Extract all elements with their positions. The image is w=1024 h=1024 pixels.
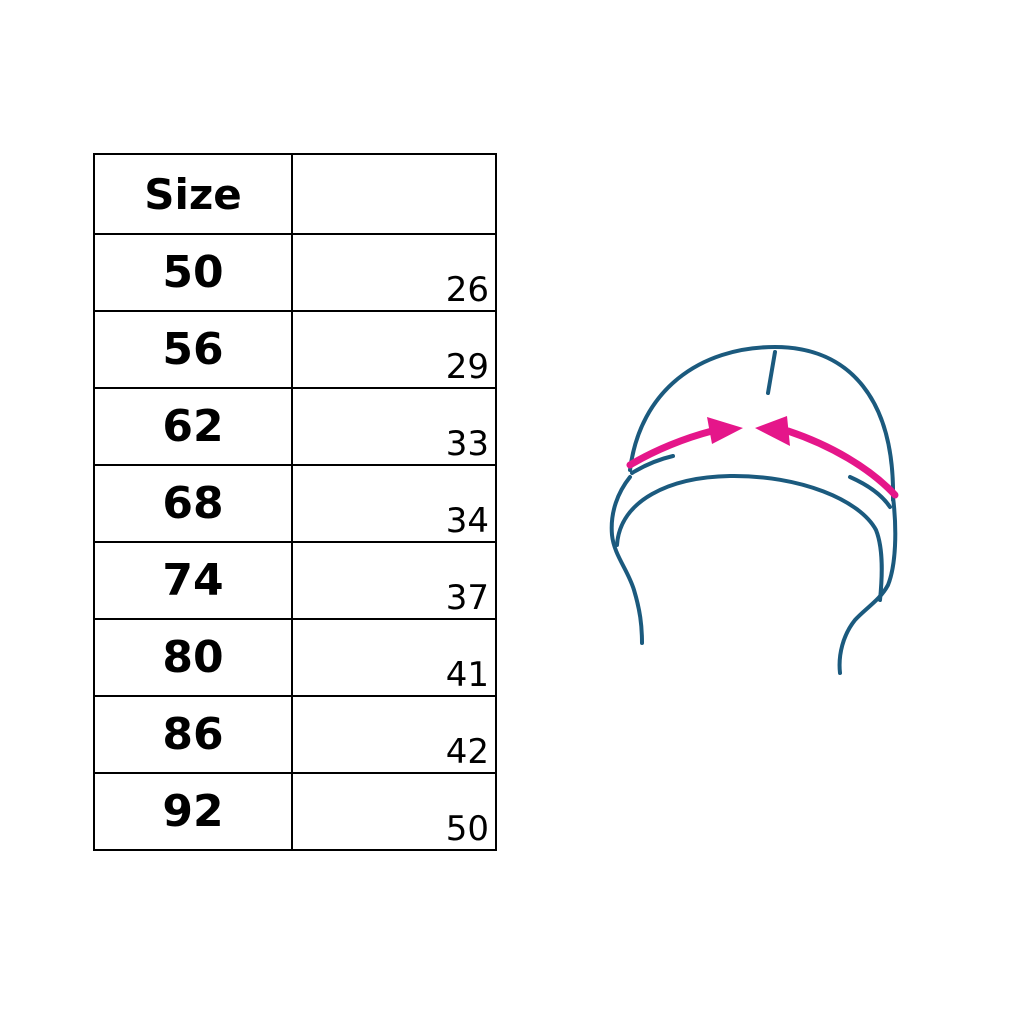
band-outer-right [837, 495, 898, 675]
table-header-row: Size [93, 153, 497, 235]
header-size: Size [93, 153, 293, 235]
table-row: 50 26 [93, 233, 497, 312]
size-cell: 80 [93, 618, 293, 697]
size-cell: 62 [93, 387, 293, 466]
hat-seam [766, 350, 777, 395]
size-cell: 86 [93, 695, 293, 774]
table-row: 62 33 [93, 387, 497, 466]
table-row: 56 29 [93, 310, 497, 389]
header-measure [291, 153, 497, 235]
value-cell: 42 [291, 695, 497, 774]
table-row: 92 50 [93, 772, 497, 851]
band-inner [615, 473, 884, 602]
value-cell: 50 [291, 772, 497, 851]
value-cell: 37 [291, 541, 497, 620]
value-cell: 33 [291, 387, 497, 466]
size-cell: 92 [93, 772, 293, 851]
hat-outline-icon [609, 345, 898, 675]
band-top-left [630, 454, 675, 475]
size-cell: 74 [93, 541, 293, 620]
value-cell: 26 [291, 233, 497, 312]
value-cell: 34 [291, 464, 497, 543]
value-cell: 29 [291, 310, 497, 389]
size-table: Size 50 26 56 29 62 33 68 34 74 37 80 41 86 42 … [93, 153, 497, 851]
size-cell: 68 [93, 464, 293, 543]
value-cell: 41 [291, 618, 497, 697]
size-cell: 56 [93, 310, 293, 389]
table-row: 74 37 [93, 541, 497, 620]
band-outer-left [609, 475, 644, 645]
hat-crown [628, 345, 896, 502]
table-row: 86 42 [93, 695, 497, 774]
band-top-right [848, 475, 892, 509]
table-row: 68 34 [93, 464, 497, 543]
circumference-arrows-icon [626, 416, 899, 499]
size-cell: 50 [93, 233, 293, 312]
table-row: 80 41 [93, 618, 497, 697]
